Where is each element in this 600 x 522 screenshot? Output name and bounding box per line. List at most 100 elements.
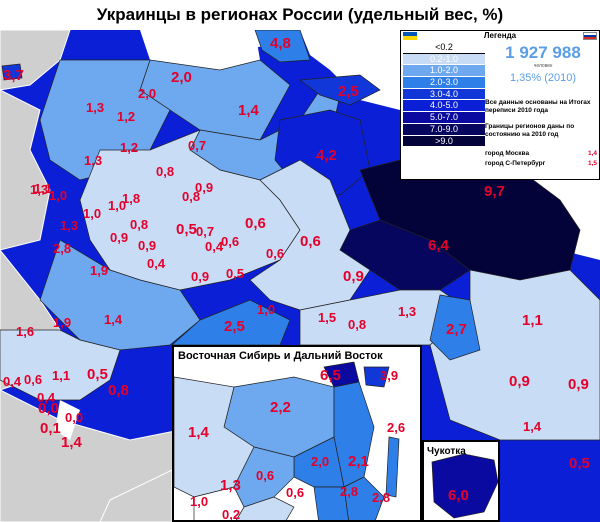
region-label-24: 0,9	[110, 230, 128, 245]
region-label-45: 1,5	[318, 310, 336, 325]
region-label-39: 0,9	[343, 268, 364, 285]
legend-class-5: 4.0-5.0	[403, 100, 485, 113]
region-label-19: 9,7	[484, 183, 505, 200]
total-percent: 1,35% (2010)	[509, 72, 577, 84]
inset2-region-chukotka	[431, 453, 498, 519]
inset-region-sakhalin	[385, 436, 400, 498]
region-label-5: 1,3	[86, 100, 104, 115]
inset-region-label-0: 6,5	[320, 367, 341, 384]
inset-region-label-3: 1,4	[188, 424, 210, 441]
legend-class-8: >9.0	[403, 135, 485, 148]
foreign-territory	[0, 29, 181, 522]
region-label-62: 1,4	[61, 434, 83, 451]
moscow-value: 1,4	[587, 150, 597, 157]
legend-note-borders: Границы регионов даны по состоянию на 20…	[485, 123, 575, 138]
region-label-54: 0,8	[108, 382, 129, 399]
region-label-43: 2,5	[224, 318, 245, 335]
region-label-41: 1,9	[53, 315, 71, 330]
inset-region-label-10: 2,8	[340, 484, 358, 499]
region-label-11: 4,2	[316, 147, 337, 164]
region-label-20: 1,3	[60, 218, 78, 233]
region-label-3: 2,0	[138, 86, 156, 101]
region-label-27: 0,6	[300, 233, 321, 250]
legend-class-2: 1.0-2.0	[403, 65, 485, 78]
region-label-7: 1,4	[238, 102, 260, 119]
region-label-21: 1,0	[83, 206, 101, 221]
region-label-16: 1,0	[49, 188, 67, 203]
legend-moscow: город Москва 1,4	[485, 149, 599, 158]
region-label-44: 1,0	[257, 302, 275, 317]
region-label-34: 1,9	[90, 263, 108, 278]
legend-swatches: <0.2 0.2-1.0 1.0-2.0 2.0-3.0 3.0-4.0 4.0-5.0 5…	[403, 42, 485, 148]
region-label-6: 1,2	[117, 109, 135, 124]
region-label-33: 0,6	[221, 234, 239, 249]
region-murmansk	[254, 29, 311, 63]
inset-region-label-11: 2,8	[372, 490, 390, 505]
region-label-42: 1,4	[104, 312, 123, 327]
region-label-53: 0,9	[568, 376, 589, 393]
region-label-47: 1,3	[398, 304, 416, 319]
inset2-title: Чукотка	[427, 446, 466, 457]
region-label-22: 1,0	[108, 198, 126, 213]
region-label-13: 0,8	[156, 164, 174, 179]
inset-region-tyva	[193, 486, 245, 520]
region-label-59: 0,0	[38, 400, 59, 417]
region-labels: 4,8 3,7 2,0 2,0 2,5 1,3 1,2 1,4 1,3 1,2 0,7 4,2 1,3 0…	[3, 35, 590, 472]
inset-region-jewish	[313, 486, 349, 520]
region-label-63: 0,5	[569, 455, 590, 472]
region-ural-south	[171, 299, 291, 346]
region-label-25: 0,5	[176, 221, 197, 238]
region-label-46: 0,8	[348, 317, 366, 332]
russia-flag-icon	[583, 32, 597, 40]
regions	[0, 29, 600, 441]
region-label-9: 1,2	[120, 140, 138, 155]
inset-region-label-13: 0,2	[222, 507, 240, 522]
region-arkhangelsk	[139, 59, 291, 141]
spb-value: 1,5	[587, 160, 597, 167]
region-label-12: 1,3	[30, 182, 48, 197]
spb-label: город С-Петербург	[485, 160, 546, 167]
inset2-map: 6,0	[431, 453, 498, 519]
inset-region-kamchatka	[363, 366, 390, 388]
inset-region-labels: 6,5 3,9 2,2 1,4 2,6 2,0 2,1 1,3 0,6 0,6 2,8 2,8 1,0 0…	[188, 367, 405, 522]
legend-class-1: 0.2-1.0	[403, 53, 485, 66]
region-label-48: 2,7	[446, 321, 467, 338]
region-label-60: 0,0	[65, 410, 83, 425]
total-caption: человек	[533, 63, 553, 69]
region-label-28: 6,4	[428, 237, 450, 254]
region-label-58: 0,4	[37, 390, 56, 405]
region-label-36: 0,4	[147, 256, 166, 271]
total-count: 1 927 988	[505, 43, 581, 62]
region-label-35: 0,6	[266, 246, 284, 261]
region-label-0: 4,8	[270, 35, 291, 52]
region-label-32: 0,4	[205, 239, 224, 254]
ukraine-flag-icon	[403, 32, 417, 40]
inset-chukotka: Чукотка 6,0	[422, 440, 500, 522]
region-label-51: 0,5	[87, 366, 108, 383]
region-label-50: 1,1	[52, 368, 70, 383]
inset-title: Восточная Сибирь и Дальний Восток	[178, 350, 383, 362]
region-label-14: 0,9	[195, 180, 213, 195]
region-label-61: 0,1	[40, 420, 61, 437]
region-label-29: 2,8	[53, 241, 71, 256]
region-label-2: 2,0	[171, 69, 192, 86]
inset-region-label-12: 1,0	[190, 494, 208, 509]
inset-region-label-2: 2,2	[270, 399, 291, 416]
region-label-37: 0,9	[191, 269, 209, 284]
region-label-55: 1,4	[523, 419, 542, 434]
region-label-17: 1,8	[122, 191, 140, 206]
region-label-38: 0,5	[226, 266, 244, 281]
region-label-1: 3,7	[3, 67, 24, 84]
region-label-23: 0,8	[130, 217, 148, 232]
region-label-49: 1,1	[522, 312, 543, 329]
region-label-31: 0,7	[196, 224, 214, 239]
legend-note-census: Все данные основаны на Итогах переписи 2…	[485, 99, 591, 114]
legend-class-0: <0.2	[403, 42, 485, 54]
region-kaliningrad	[1, 63, 23, 81]
region-label-56: 0,4	[3, 374, 22, 389]
inset-region-label-7: 1,3	[220, 477, 241, 494]
legend-class-6: 5.0-7.0	[403, 112, 485, 124]
legend-class-4: 3.0-4.0	[403, 88, 485, 101]
inset-region-label-8: 0,6	[256, 468, 274, 483]
